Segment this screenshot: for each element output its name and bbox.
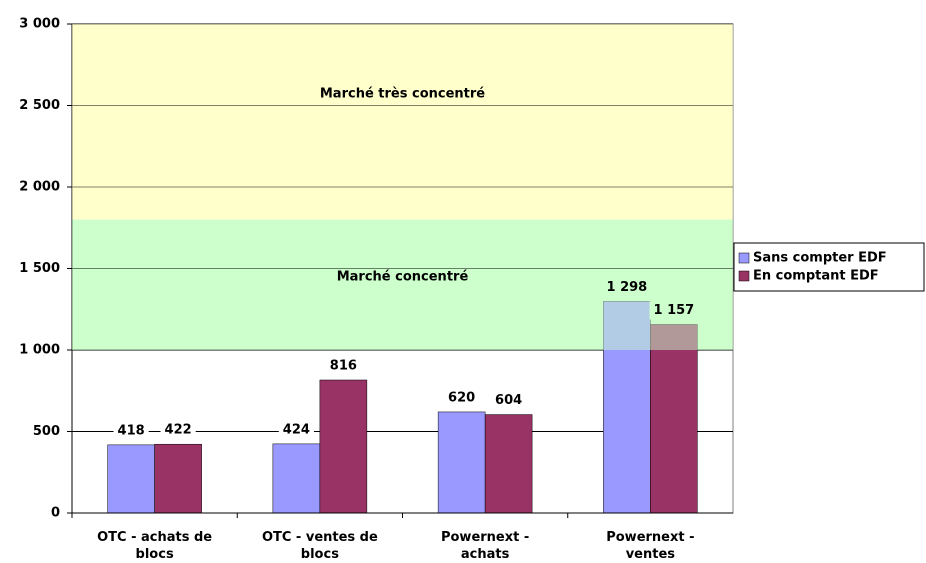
x-tick-label: Powernext - achats	[441, 530, 529, 562]
y-tick-label: 1 500	[19, 261, 60, 276]
data-label-bg	[491, 391, 527, 410]
bar	[107, 444, 155, 514]
data-label: 1 298	[607, 280, 648, 295]
x-tick-label: OTC - ventes de blocs	[262, 530, 378, 562]
x-tick-line: Powernext -	[606, 530, 694, 545]
y-tick-label: 1 000	[19, 343, 60, 358]
x-tick-line: OTC - achats de	[97, 530, 212, 545]
data-label: 620	[448, 390, 475, 405]
y-tick-label: 2 500	[19, 98, 60, 113]
data-label-bg	[278, 420, 314, 439]
data-label-bg	[649, 301, 699, 320]
data-label: 1 157	[654, 303, 695, 318]
bar	[272, 443, 321, 514]
x-tick-label: Powernext - ventes	[606, 530, 694, 562]
x-tick-line: achats	[461, 547, 510, 562]
band-overlay	[72, 24, 733, 220]
bar	[650, 324, 698, 514]
data-label: 422	[165, 423, 192, 438]
data-label: 418	[118, 423, 145, 438]
x-tick-line: ventes	[626, 547, 676, 562]
data-label-bg	[113, 421, 149, 440]
x-tick-label: OTC - achats de blocs	[97, 530, 212, 562]
data-label-bg	[160, 421, 196, 440]
x-tick-line: blocs	[301, 547, 339, 562]
data-label: 604	[495, 393, 522, 408]
bar	[319, 379, 368, 514]
x-tick-line: OTC - ventes de	[262, 530, 378, 545]
legend-box	[733, 242, 925, 292]
x-tick-line: blocs	[136, 547, 174, 562]
x-tick-line: Powernext -	[441, 530, 529, 545]
bar	[484, 414, 533, 514]
data-label-bg	[602, 278, 652, 297]
legend-swatch	[738, 270, 750, 282]
data-label-bg	[444, 388, 480, 407]
y-tick-label: 2 000	[19, 180, 60, 195]
bar	[154, 443, 202, 514]
data-label-bg	[325, 356, 361, 375]
y-tick-label: 500	[33, 424, 60, 439]
y-tick-label: 0	[51, 506, 60, 521]
data-label: 424	[283, 422, 310, 437]
legend-label: Sans compter EDF	[753, 251, 887, 266]
band-label: Marché très concentré	[320, 86, 485, 101]
bar	[437, 411, 486, 514]
y-tick-label: 3 000	[19, 17, 60, 32]
data-label: 816	[330, 358, 357, 373]
legend-swatch	[738, 252, 750, 264]
legend-label: En comptant EDF	[753, 269, 879, 284]
band-label: Marché concentré	[337, 269, 469, 284]
